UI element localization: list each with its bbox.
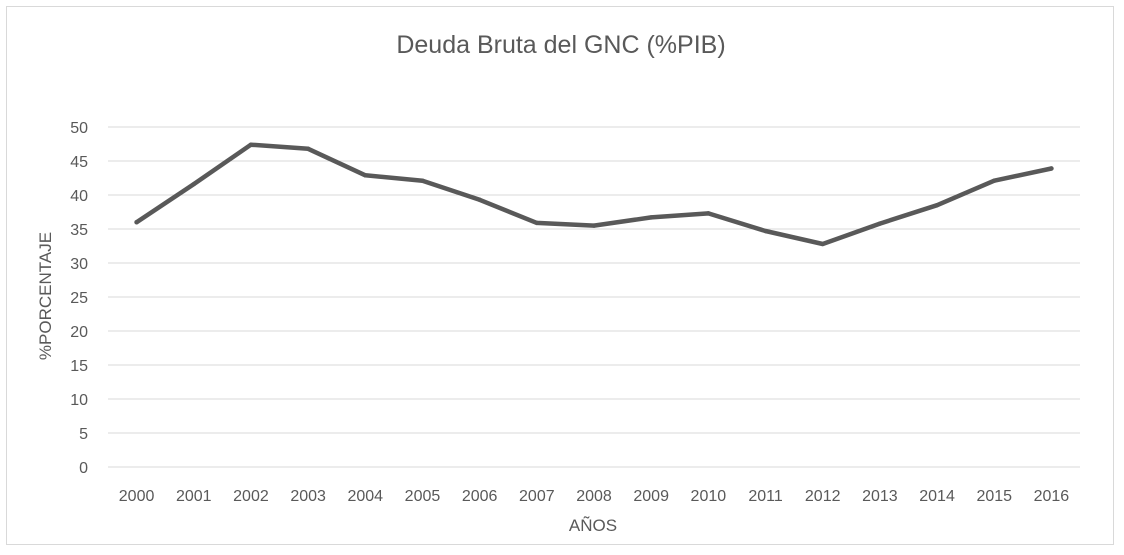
data-point xyxy=(1049,166,1054,171)
y-tick-label: 0 xyxy=(79,460,88,477)
data-point xyxy=(420,178,425,183)
data-point xyxy=(992,178,997,183)
y-tick-label: 50 xyxy=(70,120,88,137)
x-tick-label: 2003 xyxy=(290,488,326,505)
data-point xyxy=(248,142,254,147)
gridlines xyxy=(108,126,1080,468)
data-point xyxy=(477,197,482,202)
x-tick-label: 2006 xyxy=(462,488,498,505)
x-tick-label: 2001 xyxy=(176,488,212,505)
data-point xyxy=(877,221,883,226)
x-tick-label: 2000 xyxy=(119,488,155,505)
y-tick-label: 25 xyxy=(70,290,88,307)
x-axis-tick-labels: 2000 2001 2002 2003 2004 2005 2006 2007 2008 2009… xyxy=(119,488,1070,505)
x-tick-label: 2007 xyxy=(519,488,555,505)
x-tick-label: 2010 xyxy=(691,488,727,505)
x-tick-label: 2012 xyxy=(805,488,841,505)
data-point xyxy=(763,228,768,234)
x-axis-title: AÑOS xyxy=(569,516,617,535)
data-point xyxy=(934,203,940,208)
chart-frame xyxy=(6,6,1114,545)
x-tick-label: 2008 xyxy=(576,488,612,505)
y-tick-label: 35 xyxy=(70,222,88,239)
y-tick-label: 15 xyxy=(70,358,88,375)
data-point xyxy=(363,173,368,178)
data-point xyxy=(534,220,540,226)
x-tick-label: 2011 xyxy=(748,488,783,505)
y-tick-label: 40 xyxy=(70,188,88,205)
chart-title: Deuda Bruta del GNC (%PIB) xyxy=(396,31,725,59)
x-tick-label: 2013 xyxy=(862,488,898,505)
x-tick-label: 2009 xyxy=(633,488,669,505)
y-tick-label: 10 xyxy=(70,392,88,409)
data-point xyxy=(134,220,139,225)
y-axis-title: %PORCENTAJE xyxy=(36,232,55,360)
data-point xyxy=(648,215,654,220)
data-point xyxy=(820,241,825,247)
x-tick-label: 2016 xyxy=(1034,488,1070,505)
y-tick-label: 30 xyxy=(70,256,88,273)
x-tick-label: 2002 xyxy=(233,488,269,505)
data-point xyxy=(191,181,196,187)
y-tick-label: 45 xyxy=(70,154,88,171)
x-tick-label: 2014 xyxy=(919,488,955,505)
data-point xyxy=(591,223,597,228)
x-tick-label: 2005 xyxy=(405,488,441,505)
x-tick-label: 2004 xyxy=(347,488,383,505)
y-tick-label: 5 xyxy=(79,426,88,443)
x-tick-label: 2015 xyxy=(976,488,1012,505)
data-point xyxy=(305,146,311,151)
y-tick-label: 20 xyxy=(70,324,88,341)
y-axis-tick-labels: 0 5 10 15 20 25 30 35 40 45 50 xyxy=(70,120,88,477)
series-layer xyxy=(134,142,1054,247)
data-point xyxy=(706,211,711,216)
